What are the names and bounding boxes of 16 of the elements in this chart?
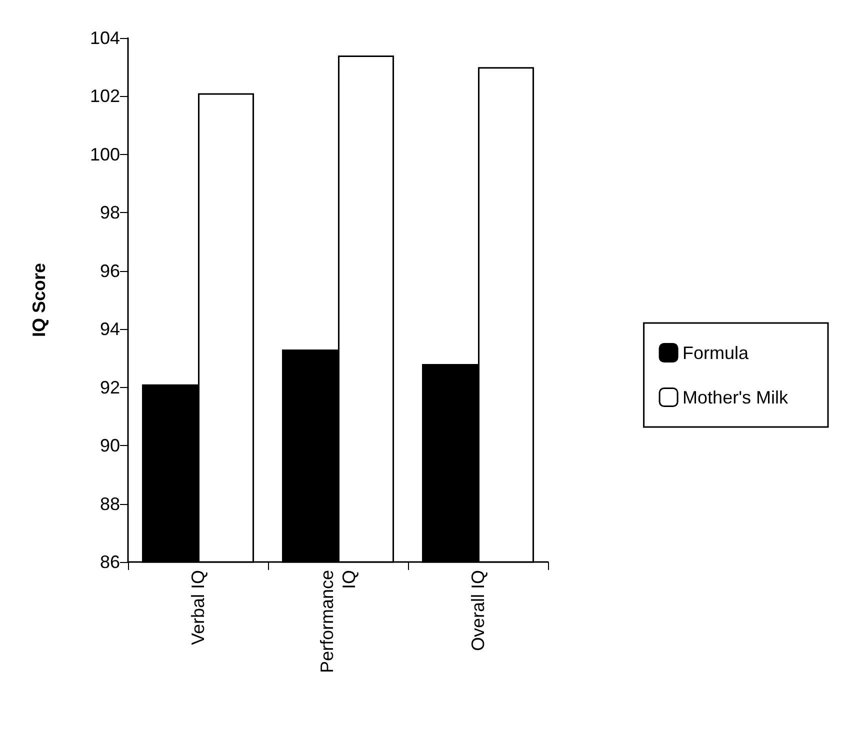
- y-tick-label: 94: [100, 319, 120, 340]
- y-tick-label: 88: [100, 494, 120, 514]
- y-tick-label: 86: [100, 552, 120, 572]
- x-tick-label: Verbal IQ: [188, 570, 208, 646]
- y-axis-title: IQ Score: [29, 262, 49, 338]
- y-tick-label: 92: [100, 377, 120, 398]
- y-tick-label: 98: [100, 202, 120, 223]
- x-tick-label: Performance IQ: [317, 570, 359, 674]
- y-tick-label: 100: [90, 144, 120, 164]
- legend-label: Mother's Milk: [682, 387, 789, 408]
- y-tick-label: 90: [100, 436, 120, 456]
- y-tick-label: 104: [90, 28, 120, 48]
- legend-label: Formula: [682, 342, 750, 363]
- x-tick-label: Overall IQ: [468, 570, 488, 652]
- y-tick-label: 96: [100, 260, 120, 281]
- y-tick-label: 102: [90, 86, 120, 106]
